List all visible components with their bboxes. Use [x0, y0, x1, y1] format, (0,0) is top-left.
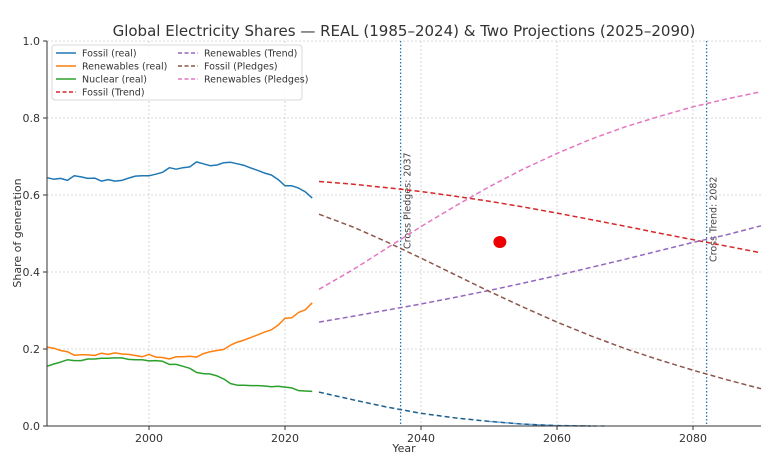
y-axis-title: Share of generation	[11, 178, 24, 287]
series-line-nuclear-real	[46, 357, 313, 393]
x-tick-label: 2040	[407, 432, 435, 445]
series-line-renewables-pledges	[318, 91, 762, 290]
x-tick-label: 2000	[135, 432, 163, 445]
legend-label: Fossil (real)	[82, 49, 137, 60]
x-tick-label: 2060	[543, 432, 571, 445]
x-ticks: 2000 2020 2040 2060 2080	[135, 426, 707, 445]
x-tick-label: 2020	[271, 432, 299, 445]
series-line-nuclear-projection-tail	[488, 420, 605, 427]
legend: Fossil (real) Renewables (real) Nuclear (r…	[51, 44, 308, 101]
y-tick-label: 0.4	[23, 266, 41, 279]
y-ticks: 0.0 0.2 0.4 0.6 0.8 1.0	[23, 35, 47, 433]
chart-title: Global Electricity Shares — REAL (1985–2…	[113, 22, 696, 40]
axes	[46, 41, 761, 427]
series-group	[46, 91, 762, 427]
markers	[493, 235, 507, 248]
y-tick-label: 0.6	[23, 189, 41, 202]
legend-label: Fossil (Pledges)	[204, 62, 278, 73]
vertical-lines: Cross Pledges: 2037 Cross Trend: 2082	[399, 41, 720, 426]
y-tick-label: 0.8	[23, 112, 41, 125]
series-line-renewables-trend	[318, 225, 762, 323]
y-tick-label: 1.0	[23, 35, 41, 48]
legend-label: Nuclear (real)	[82, 75, 147, 86]
legend-label: Renewables (Pledges)	[204, 75, 308, 86]
series-line-fossil-pledges	[318, 213, 762, 390]
legend-label: Renewables (real)	[82, 62, 167, 73]
legend-box	[51, 44, 303, 101]
legend-label: Renewables (Trend)	[204, 49, 297, 60]
series-line-fossil-trend	[318, 180, 762, 254]
crossing-marker	[493, 235, 507, 248]
series-line-renewables-real	[46, 302, 313, 360]
vertical-line-label: Cross Trend: 2082	[709, 177, 720, 262]
x-axis-title: Year	[391, 442, 416, 455]
vertical-line-label: Cross Pledges: 2037	[403, 152, 414, 249]
y-tick-label: 0.0	[23, 420, 41, 433]
legend-label: Fossil (Trend)	[82, 88, 145, 99]
series-line-fossil-real	[46, 161, 313, 199]
x-tick-label: 2080	[679, 432, 707, 445]
y-tick-label: 0.2	[23, 343, 41, 356]
series-line-nuclear-projection	[318, 391, 592, 427]
